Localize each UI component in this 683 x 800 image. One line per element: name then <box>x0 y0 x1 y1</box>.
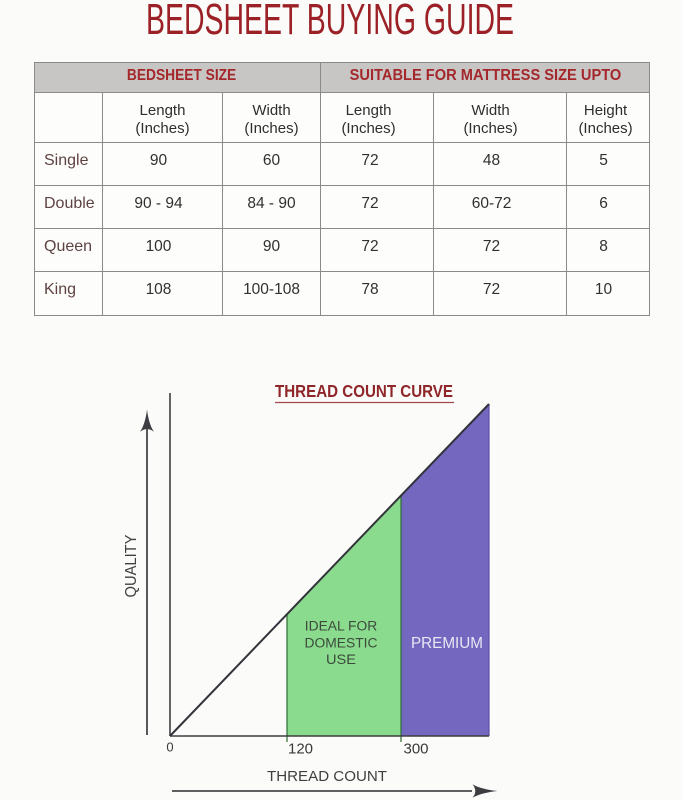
svg-text:USE: USE <box>326 652 356 667</box>
svg-text:QUALITY: QUALITY <box>123 535 140 598</box>
svg-text:DOMESTIC: DOMESTIC <box>305 636 378 651</box>
svg-text:THREAD COUNT CURVE: THREAD COUNT CURVE <box>275 381 453 401</box>
svg-text:THREAD COUNT: THREAD COUNT <box>267 768 387 785</box>
svg-text:300: 300 <box>404 741 429 758</box>
svg-text:120: 120 <box>288 741 313 758</box>
svg-text:PREMIUM: PREMIUM <box>411 635 483 652</box>
svg-text:IDEAL FOR: IDEAL FOR <box>305 619 378 634</box>
svg-text:0: 0 <box>166 740 173 755</box>
